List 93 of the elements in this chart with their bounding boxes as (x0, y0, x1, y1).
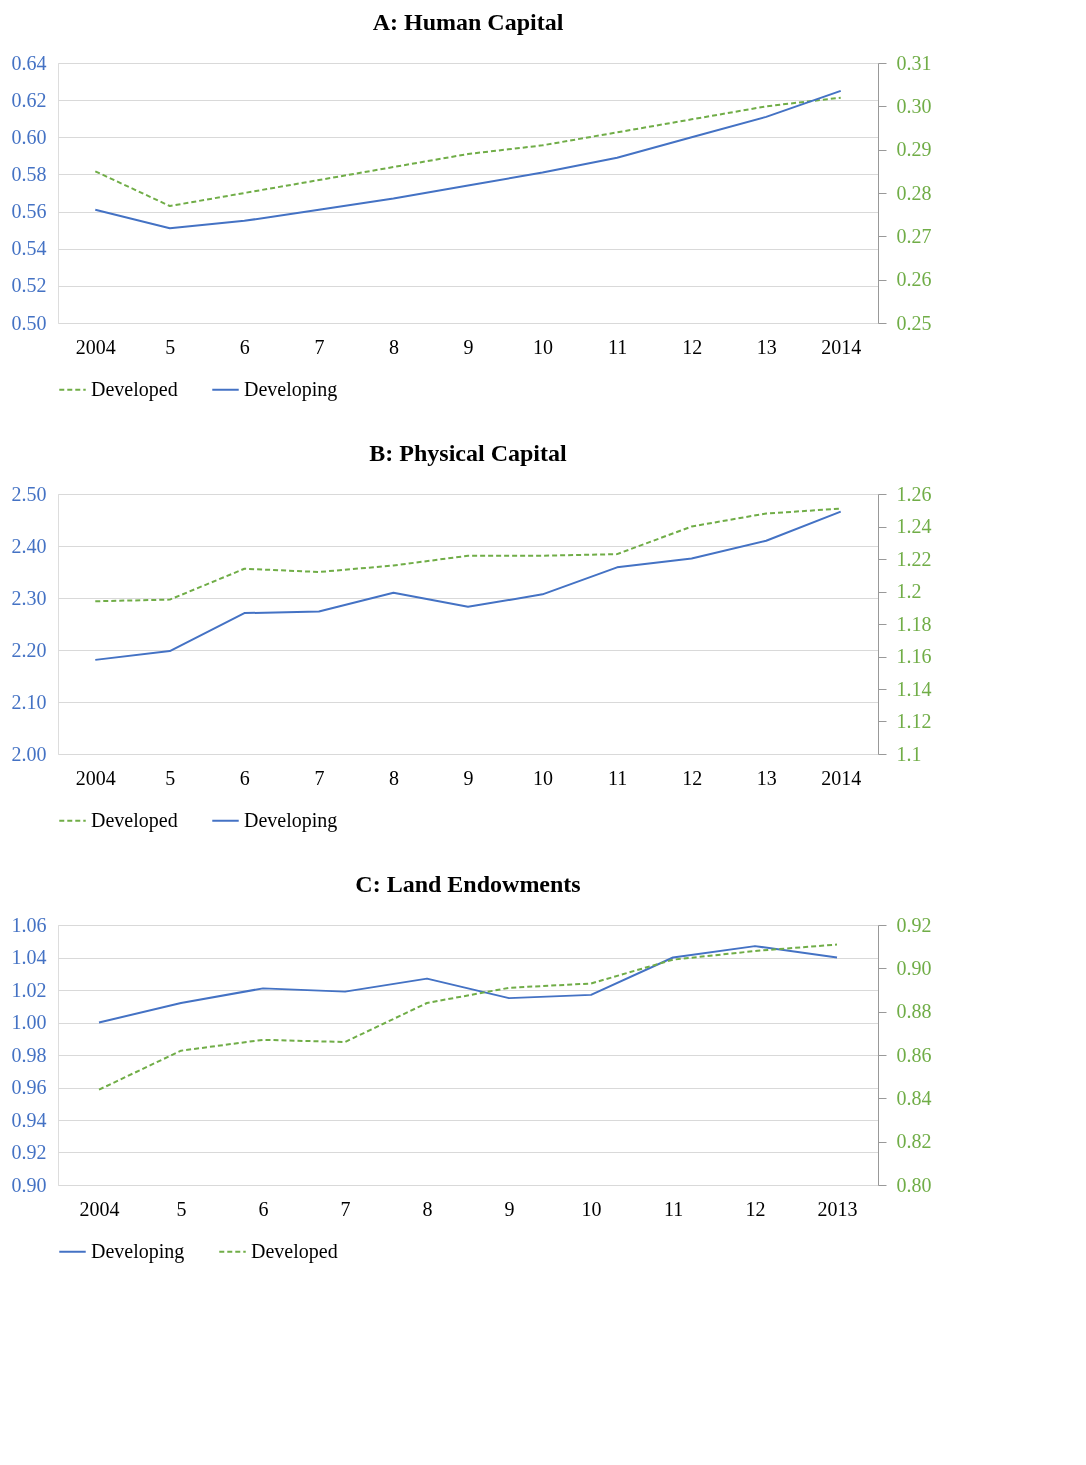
y-tick-label: 0.92 (11, 1141, 47, 1163)
x-tick-label: 11 (607, 335, 628, 358)
y-tick-label: 1.02 (11, 978, 47, 1001)
y-tick-label: 2.10 (11, 690, 47, 713)
y2-tick-label: 1.2 (896, 580, 922, 602)
x-tick-label: 11 (663, 1197, 684, 1220)
y-tick-label: 0.96 (11, 1076, 47, 1098)
y-tick-label: 1.06 (11, 913, 47, 936)
chart-title: C: Land Endowments (355, 871, 581, 897)
x-tick-label: 9 (463, 335, 474, 358)
chart-title: B: Physical Capital (369, 440, 567, 466)
y-tick-label: 1.00 (11, 1011, 47, 1033)
legend-label: Developed (251, 1239, 338, 1263)
x-tick-label: 5 (176, 1197, 187, 1220)
x-tick-label: 2013 (817, 1197, 858, 1220)
x-tick-label: 10 (533, 766, 554, 789)
y2-tick-label: 1.26 (896, 482, 932, 505)
x-tick-label: 10 (533, 335, 554, 358)
y2-tick-label: 1.1 (896, 742, 922, 765)
y2-tick-label: 1.12 (896, 710, 932, 732)
y2-tick-label: 0.88 (896, 1000, 932, 1023)
y2-tick-label: 1.16 (896, 645, 932, 667)
x-tick-label: 8 (388, 335, 399, 358)
x-tick-label: 12 (682, 335, 703, 358)
x-tick-label: 8 (422, 1197, 433, 1220)
y2-tick-label: 0.27 (896, 224, 932, 247)
x-tick-label: 5 (165, 766, 176, 789)
x-tick-label: 8 (388, 766, 399, 789)
y-tick-label: 0.54 (11, 237, 47, 260)
y-tick-label: 0.58 (11, 162, 47, 185)
x-tick-label: 6 (239, 766, 250, 789)
y2-tick-label: 1.22 (896, 547, 932, 570)
x-tick-label: 7 (314, 335, 325, 358)
x-tick-label: 6 (258, 1197, 269, 1220)
y-tick-label: 2.40 (11, 534, 47, 557)
y2-tick-label: 0.31 (896, 51, 932, 74)
y2-tick-label: 0.80 (896, 1173, 932, 1196)
x-tick-label: 12 (745, 1197, 766, 1220)
x-tick-label: 13 (756, 335, 777, 358)
y-tick-label: 1.04 (11, 946, 47, 968)
y-tick-label: 0.98 (11, 1043, 47, 1066)
x-tick-label: 10 (581, 1197, 602, 1220)
x-tick-label: 2004 (79, 1197, 120, 1220)
x-tick-label: 11 (607, 766, 628, 789)
y-tick-label: 0.56 (11, 200, 47, 223)
line-series (94, 89, 842, 230)
legend-label: Developed (91, 377, 178, 401)
y-tick-label: 0.62 (11, 88, 47, 111)
x-tick-label: 9 (463, 766, 474, 789)
legend-label: Developing (91, 1239, 185, 1263)
y-tick-label: 2.00 (11, 742, 47, 765)
y2-tick-label: 0.82 (896, 1130, 932, 1153)
x-tick-label: 7 (314, 766, 325, 789)
line-series (94, 507, 842, 603)
line-series (98, 945, 838, 1024)
y-tick-label: 2.30 (11, 586, 47, 609)
y2-tick-label: 0.28 (896, 181, 932, 204)
y2-tick-label: 1.24 (896, 515, 932, 537)
line-series (98, 943, 838, 1091)
y-tick-label: 0.64 (11, 51, 47, 74)
line-series (94, 96, 842, 207)
y-tick-label: 0.60 (11, 125, 47, 148)
x-tick-label: 6 (239, 335, 250, 358)
y-tick-label: 0.50 (11, 311, 47, 334)
x-tick-label: 9 (504, 1197, 515, 1220)
y2-tick-label: 0.29 (896, 138, 932, 161)
x-tick-label: 2014 (821, 335, 862, 358)
x-tick-label: 2014 (821, 766, 862, 789)
y2-tick-label: 0.30 (896, 94, 932, 117)
x-tick-label: 13 (756, 766, 777, 789)
y2-tick-label: 0.84 (896, 1086, 932, 1109)
y2-tick-label: 0.25 (896, 311, 932, 334)
y2-tick-label: 0.86 (896, 1043, 932, 1066)
x-tick-label: 2004 (75, 335, 116, 358)
y-tick-label: 0.52 (11, 274, 47, 297)
x-tick-label: 7 (340, 1197, 351, 1220)
y2-tick-label: 0.26 (896, 268, 932, 291)
legend-label: Developing (244, 377, 338, 401)
y-tick-label: 0.94 (11, 1108, 47, 1131)
x-tick-label: 2004 (75, 766, 116, 789)
legend-label: Developed (91, 808, 178, 832)
x-tick-label: 5 (165, 335, 176, 358)
y-tick-label: 2.20 (11, 638, 47, 661)
y2-tick-label: 0.92 (896, 913, 932, 936)
y2-tick-label: 0.90 (896, 956, 932, 979)
legend-label: Developing (244, 808, 338, 832)
x-tick-label: 12 (682, 766, 703, 789)
chart-title: A: Human Capital (372, 9, 564, 35)
line-series (94, 510, 842, 661)
y-tick-label: 0.90 (11, 1173, 47, 1196)
y-tick-label: 2.50 (11, 482, 47, 505)
y2-tick-label: 1.14 (896, 677, 932, 700)
y2-tick-label: 1.18 (896, 612, 932, 635)
